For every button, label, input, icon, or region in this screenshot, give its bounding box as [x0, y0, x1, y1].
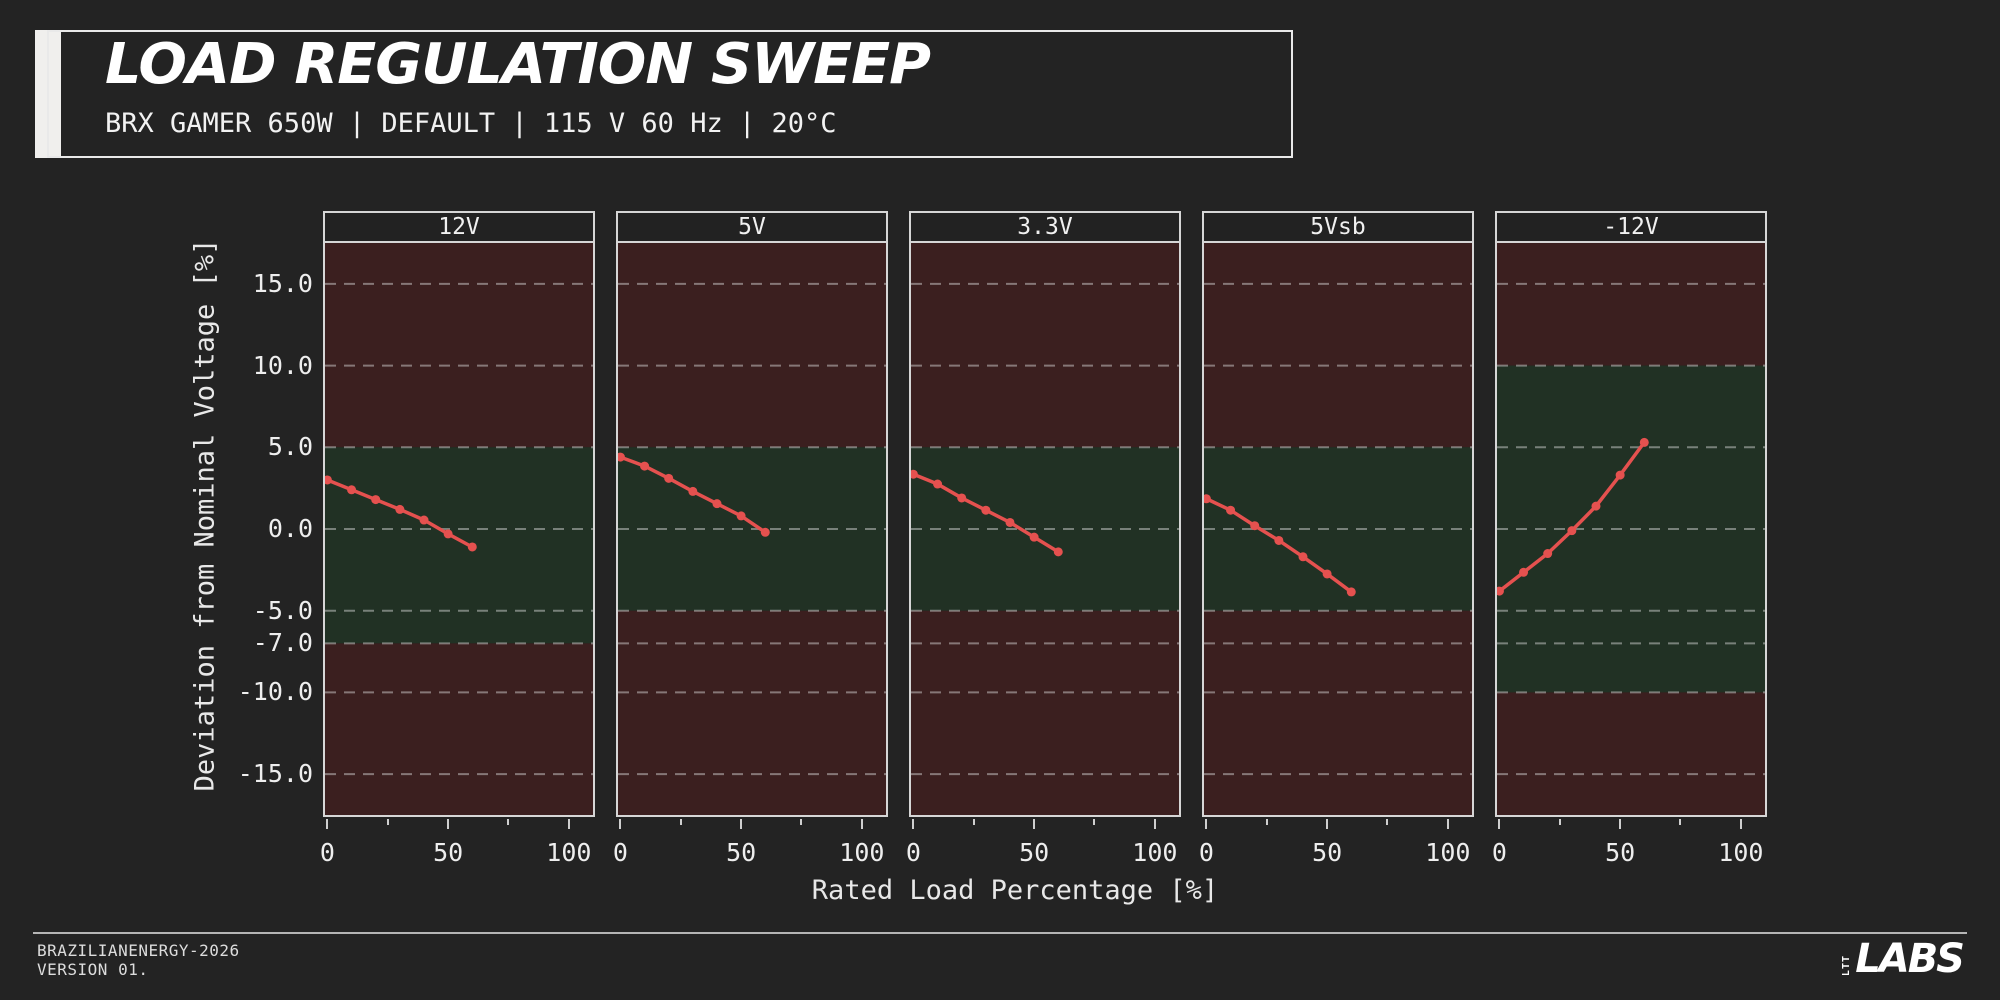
y-tick-label: 10.0 [252, 350, 313, 380]
x-axis-label: Rated Load Percentage [%] [811, 875, 1219, 906]
x-minor-tick-mark [1679, 819, 1682, 825]
x-tick-label: 100 [839, 838, 885, 867]
x-tick-mark [1739, 819, 1742, 829]
x-minor-tick-mark [386, 819, 389, 825]
subplot-svg-5Vsb [1201, 243, 1472, 815]
x-tick-mark [447, 819, 450, 829]
footer-credits: BRAZILIANENERGY-2026 VERSION 01. [37, 941, 240, 979]
footer-version: VERSION 01. [37, 960, 149, 979]
x-tick-label: 100 [1718, 838, 1764, 867]
header-title-box [47, 30, 1293, 158]
logo-ltt-text: LTT [1841, 954, 1853, 976]
x-minor-tick-mark [972, 819, 975, 825]
x-minor-tick-mark [679, 819, 682, 825]
x-tick-mark [1498, 819, 1501, 829]
page-title: LOAD REGULATION SWEEP [105, 32, 931, 97]
subplot-title-12V: 12V [323, 211, 595, 243]
x-tick-label: 100 [1425, 838, 1471, 867]
x-tick-label: 0 [1198, 838, 1214, 867]
y-tick-label: -15.0 [237, 759, 313, 789]
x-tick-label: 50 [1312, 838, 1343, 867]
x-minor-tick-mark [1093, 819, 1096, 825]
x-minor-tick-mark [507, 819, 510, 825]
x-tick-label: 0 [1491, 838, 1507, 867]
subplot-plot-12V [322, 243, 595, 817]
x-tick-mark [740, 819, 743, 829]
x-tick-label: 50 [726, 838, 757, 867]
y-tick-label: -5.0 [252, 595, 313, 625]
x-tick-label: 100 [546, 838, 592, 867]
x-minor-tick-mark [1558, 819, 1561, 825]
y-tick-label: 0.0 [267, 514, 313, 543]
x-tick-label: 0 [319, 838, 335, 867]
x-tick-mark [912, 819, 915, 829]
x-tick-label: 50 [433, 838, 464, 867]
subplot-plot-5Vsb [1201, 243, 1474, 817]
subplot-plot-5V [615, 243, 888, 817]
x-tick-label: 50 [1605, 838, 1636, 867]
x-tick-label: 50 [1019, 838, 1050, 867]
x-minor-tick-mark [800, 819, 803, 825]
footer-divider [33, 932, 1967, 934]
subplot-title-3.3V: 3.3V [909, 211, 1181, 243]
page-subtitle: BRX GAMER 650W | DEFAULT | 115 V 60 Hz |… [105, 108, 837, 139]
subplot-title-5Vsb: 5Vsb [1202, 211, 1474, 243]
x-tick-mark [326, 819, 329, 829]
x-minor-tick-mark [1386, 819, 1389, 825]
x-tick-mark [567, 819, 570, 829]
x-tick-mark [1619, 819, 1622, 829]
x-minor-tick-mark [1265, 819, 1268, 825]
logo-labs-text: LABS [1855, 936, 1965, 982]
subplot-plot--12V [1494, 243, 1767, 817]
x-tick-mark [619, 819, 622, 829]
subplot-svg-12V [322, 243, 593, 815]
subplot-title-5V: 5V [616, 211, 888, 243]
subplot-svg--12V [1494, 243, 1765, 815]
subplot-plot-3.3V [908, 243, 1181, 817]
y-tick-label: -10.0 [237, 677, 313, 707]
x-tick-label: 0 [612, 838, 628, 867]
subplot-title--12V: -12V [1495, 211, 1767, 243]
footer-project: BRAZILIANENERGY-2026 [37, 941, 240, 960]
x-tick-label: 100 [1132, 838, 1178, 867]
y-tick-label: 15.0 [252, 268, 313, 298]
x-tick-mark [1033, 819, 1036, 829]
ltt-labs-logo: LTT LABS [1841, 936, 1965, 982]
y-tick-label: 5.0 [267, 432, 313, 462]
subplot-svg-5V [615, 243, 886, 815]
x-tick-mark [1153, 819, 1156, 829]
x-tick-mark [1446, 819, 1449, 829]
x-tick-mark [1326, 819, 1329, 829]
subplot-svg-3.3V [908, 243, 1179, 815]
x-tick-label: 0 [905, 838, 921, 867]
x-tick-mark [860, 819, 863, 829]
x-tick-mark [1205, 819, 1208, 829]
y-tick-label: -7.0 [252, 628, 313, 658]
